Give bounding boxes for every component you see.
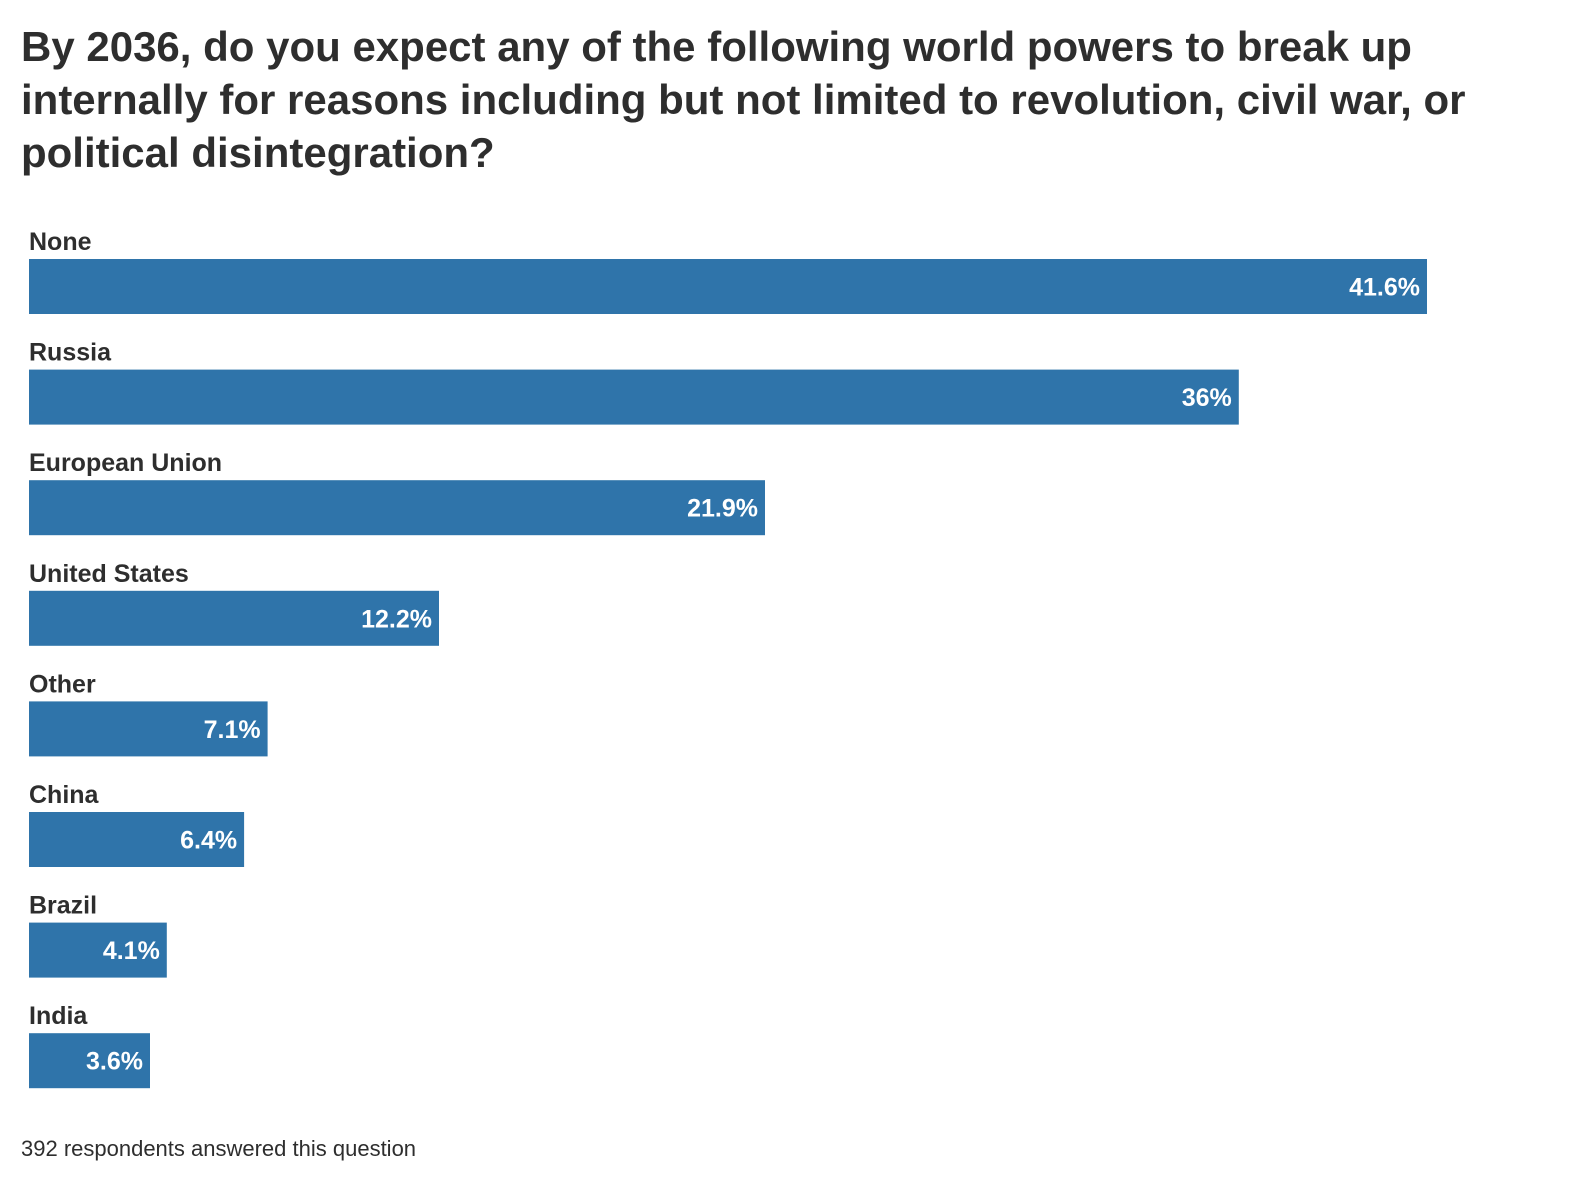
bar-group-united-states: United States 12.2% [29, 560, 439, 646]
bar-group-india: India 3.6% [29, 1002, 150, 1089]
value-label-brazil: 4.1% [103, 937, 160, 965]
category-label-india: India [29, 1002, 88, 1030]
bar-chart: None 41.6% Russia 36% European Union 21.9% Uni… [29, 228, 1427, 1089]
bar-other [29, 701, 268, 757]
value-label-china: 6.4% [180, 827, 237, 855]
bar-russia [29, 369, 1239, 425]
bar-china [29, 812, 245, 867]
bar-united-states [29, 590, 439, 646]
value-label-european-union: 21.9% [687, 495, 758, 523]
category-label-other: Other [29, 670, 96, 698]
bar-none [29, 259, 1427, 314]
value-label-other: 7.1% [204, 716, 261, 744]
bar-group-none: None 41.6% [29, 228, 1427, 314]
respondents-footnote: 392 respondents answered this question [21, 1136, 417, 1161]
bar-group-other: Other 7.1% [29, 670, 268, 757]
value-label-india: 3.6% [86, 1048, 143, 1076]
value-label-none: 41.6% [1349, 274, 1420, 302]
bar-india [29, 1033, 150, 1089]
value-label-united-states: 12.2% [361, 605, 432, 633]
category-label-european-union: European Union [29, 449, 222, 477]
category-label-russia: Russia [29, 339, 112, 367]
category-label-china: China [29, 781, 100, 809]
category-label-brazil: Brazil [29, 892, 97, 920]
bar-group-european-union: European Union 21.9% [29, 449, 765, 536]
category-label-none: None [29, 228, 92, 256]
bar-brazil [29, 922, 167, 978]
value-label-russia: 36% [1182, 384, 1232, 412]
chart-title: By 2036, do you expect any of the follow… [21, 23, 1466, 176]
bar-group-russia: Russia 36% [29, 339, 1239, 425]
bar-european-union [29, 480, 765, 536]
bar-group-china: China 6.4% [29, 781, 245, 867]
category-label-united-states: United States [29, 560, 189, 588]
